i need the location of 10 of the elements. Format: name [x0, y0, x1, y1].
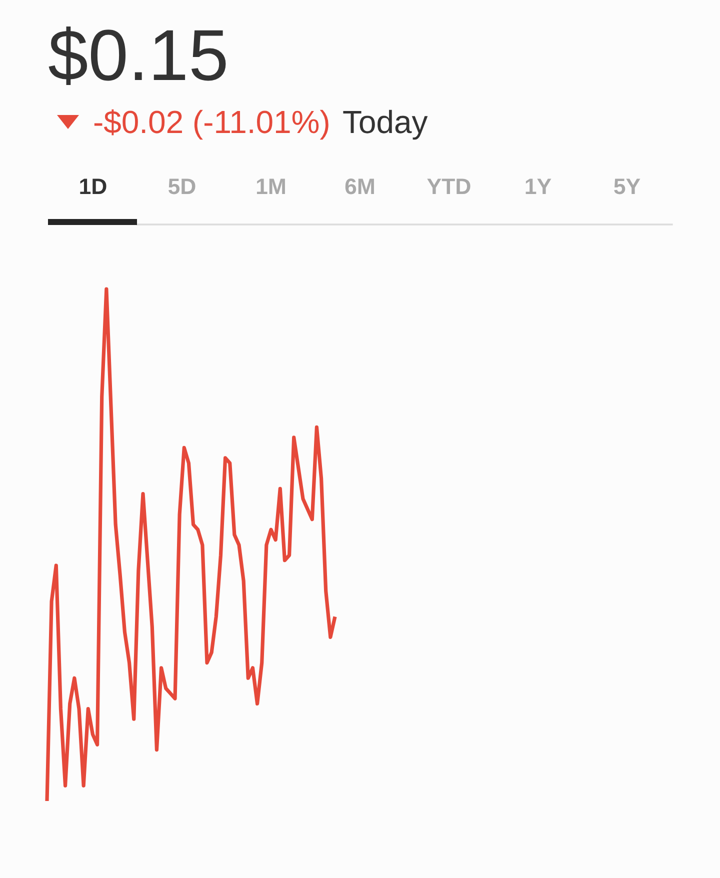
text: YTD [427, 178, 470, 194]
chart-subtitle: -$0.02 (-11.01%) [94, 109, 328, 140]
text: 5D [168, 178, 196, 194]
text: 6M [345, 178, 374, 194]
text: 1M [256, 178, 285, 194]
chart-title: $0.15 [48, 26, 226, 86]
text: 5Y [614, 178, 640, 194]
text: 1D [80, 178, 106, 194]
text: Today [343, 110, 428, 140]
text: 1Y [526, 178, 552, 194]
